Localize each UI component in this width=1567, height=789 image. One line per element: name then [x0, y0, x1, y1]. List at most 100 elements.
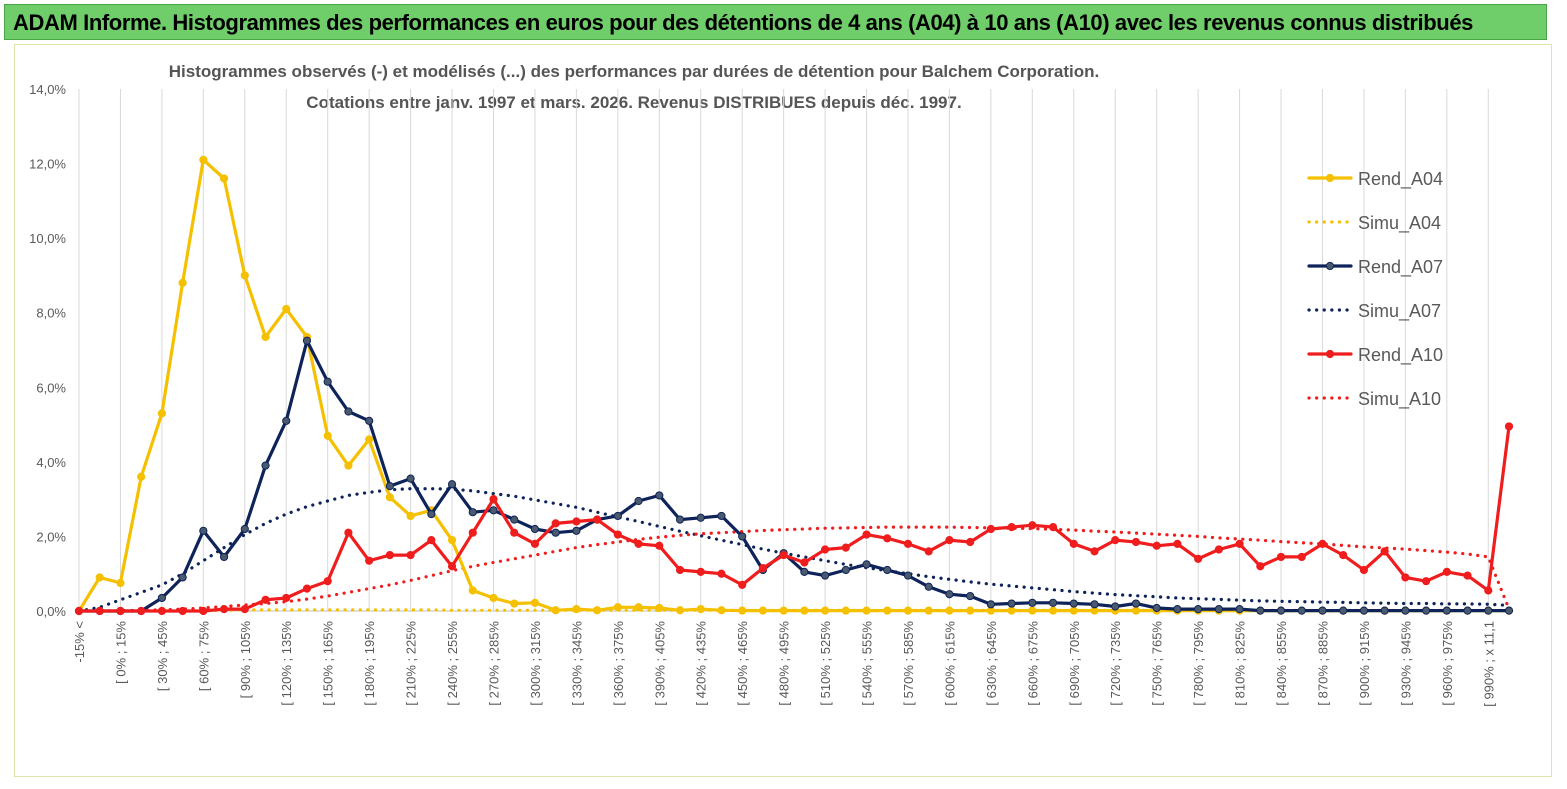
data-point-rend-a10 — [178, 606, 187, 616]
x-tick-label: [ 150% ; 165% — [321, 621, 336, 706]
data-point-rend-a10 — [137, 606, 146, 616]
data-point-rend-a04 — [199, 155, 208, 164]
data-point-rend-a04 — [178, 278, 187, 287]
data-point-rend-a10 — [1194, 554, 1203, 563]
legend-label-simu-a04: Simu_A04 — [1358, 213, 1441, 234]
data-point-rend-a10 — [820, 545, 830, 554]
data-point-rend-a07 — [406, 474, 415, 483]
data-point-rend-a04 — [282, 304, 291, 314]
data-point-rend-a07 — [1028, 598, 1037, 607]
data-point-rend-a07 — [1297, 606, 1306, 615]
data-point-rend-a07 — [365, 416, 374, 425]
data-point-rend-a10 — [1235, 539, 1244, 548]
x-tick-label: [ 750% ; 765% — [1150, 621, 1165, 706]
data-point-rend-a04 — [157, 409, 166, 418]
x-tick-label: [ 690% ; 705% — [1067, 621, 1082, 706]
legend-marker — [1325, 349, 1335, 359]
data-point-rend-a10 — [634, 539, 643, 548]
data-point-rend-a04 — [489, 593, 498, 603]
y-tick-label: 6,0% — [36, 380, 66, 395]
data-point-rend-a04 — [261, 332, 270, 342]
data-point-rend-a10 — [385, 550, 394, 560]
data-point-rend-a07 — [1235, 605, 1244, 614]
data-point-rend-a10 — [74, 606, 84, 616]
data-point-rend-a04 — [1007, 606, 1016, 615]
data-point-rend-a10 — [240, 605, 249, 614]
x-tick-label: [ 900% ; 915% — [1357, 621, 1372, 706]
y-tick-label: 12,0% — [29, 157, 66, 172]
series-line-rend-a10 — [77, 424, 1511, 613]
data-point-rend-a10 — [199, 606, 208, 616]
data-point-rend-a04 — [1028, 606, 1037, 615]
data-point-rend-a10 — [1297, 552, 1306, 562]
data-point-rend-a07 — [344, 407, 353, 416]
data-point-rend-a07 — [178, 573, 187, 582]
x-tick-label: -15% < — [72, 621, 87, 663]
data-point-rend-a07 — [1069, 599, 1078, 608]
legend-label-rend-a10: Rend_A10 — [1358, 345, 1443, 366]
data-point-rend-a10 — [489, 495, 498, 504]
data-point-rend-a07 — [800, 567, 809, 576]
data-point-rend-a10 — [1380, 547, 1389, 556]
data-point-rend-a10 — [572, 517, 581, 526]
data-point-rend-a07 — [551, 528, 560, 537]
x-tick-label: [ 180% ; 195% — [362, 621, 377, 706]
data-point-rend-a04 — [862, 606, 871, 615]
x-tick-label: [ 660% ; 675% — [1025, 621, 1040, 706]
x-tick-label: [ 480% ; 495% — [777, 621, 792, 706]
data-point-rend-a10 — [1484, 586, 1493, 595]
data-point-rend-a04 — [116, 578, 125, 588]
data-point-rend-a10 — [758, 564, 768, 573]
x-tick-label: [ 780% ; 795% — [1191, 621, 1206, 706]
y-tick-label: 2,0% — [36, 529, 66, 544]
data-point-rend-a04 — [510, 599, 519, 608]
series-line-simu-a07 — [77, 487, 1511, 613]
data-point-rend-a07 — [613, 511, 622, 521]
x-tick-label: [ 990% ; x 11,1 — [1481, 621, 1496, 707]
data-point-rend-a04 — [634, 603, 643, 612]
data-point-rend-a07 — [1214, 605, 1223, 614]
data-point-rend-a10 — [468, 528, 477, 537]
data-point-rend-a10 — [1339, 550, 1348, 560]
data-point-rend-a10 — [717, 569, 726, 578]
data-point-rend-a07 — [468, 508, 477, 517]
data-point-rend-a04 — [240, 271, 249, 280]
data-point-rend-a10 — [219, 605, 229, 614]
legend-label-simu-a10: Simu_A10 — [1358, 389, 1441, 410]
data-point-rend-a10 — [1028, 521, 1037, 530]
x-tick-label: [ 240% ; 255% — [445, 621, 460, 706]
data-point-rend-a10 — [551, 519, 560, 528]
x-tick-label: [ 600% ; 615% — [942, 621, 957, 706]
data-point-rend-a04 — [447, 536, 457, 545]
x-tick-label: [ 420% ; 435% — [694, 621, 709, 706]
y-tick-label: 14,0% — [29, 82, 66, 97]
y-tick-label: 4,0% — [36, 455, 66, 470]
data-point-rend-a07 — [302, 336, 312, 345]
data-point-rend-a07 — [1152, 603, 1161, 613]
data-point-rend-a07 — [675, 515, 685, 524]
data-point-rend-a10 — [1090, 547, 1099, 556]
data-point-rend-a10 — [841, 543, 850, 552]
data-point-rend-a07 — [1339, 606, 1348, 615]
data-point-rend-a10 — [1173, 539, 1182, 548]
x-tick-label: [ 120% ; 135% — [279, 621, 294, 706]
x-tick-label: [ 60% ; 75% — [196, 621, 211, 692]
data-point-rend-a10 — [883, 534, 892, 543]
data-point-rend-a10 — [696, 567, 705, 576]
data-point-rend-a10 — [95, 606, 104, 616]
data-point-rend-a07 — [655, 491, 664, 500]
y-tick-label: 0,0% — [36, 604, 66, 619]
data-point-rend-a04 — [841, 606, 850, 615]
legend-label-simu-a07: Simu_A07 — [1358, 301, 1441, 322]
legend-marker — [1325, 261, 1335, 271]
data-point-rend-a10 — [1048, 523, 1058, 532]
x-tick-label: [ 360% ; 375% — [611, 621, 626, 706]
series-line-rend-a04 — [77, 158, 1511, 613]
data-point-rend-a07 — [1442, 606, 1451, 615]
data-point-rend-a07 — [1484, 606, 1493, 615]
data-point-rend-a04 — [779, 606, 788, 615]
data-point-rend-a07 — [427, 509, 436, 519]
x-tick-label: [ 570% ; 585% — [901, 621, 916, 706]
data-point-rend-a07 — [986, 600, 995, 609]
